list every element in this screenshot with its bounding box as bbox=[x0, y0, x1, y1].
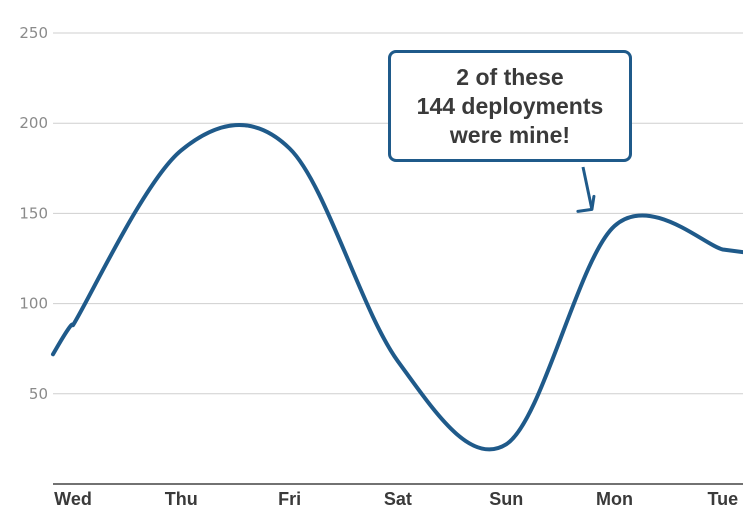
y-axis-ticks: 50 100 150 200 250 bbox=[19, 24, 48, 403]
annotation-text: 2 of these 144 deployments were mine! bbox=[417, 63, 604, 150]
callout-arrow bbox=[576, 166, 596, 213]
x-tick-label: Fri bbox=[278, 489, 301, 509]
y-tick-label: 250 bbox=[19, 24, 48, 42]
x-tick-label: Sun bbox=[489, 489, 523, 509]
annotation-line-3: were mine! bbox=[449, 121, 571, 148]
arrow-shaft bbox=[581, 166, 594, 210]
x-tick-label: Sat bbox=[384, 489, 412, 509]
y-tick-label: 150 bbox=[19, 204, 48, 222]
annotation-line-1: 2 of these bbox=[456, 63, 564, 90]
y-tick-label: 50 bbox=[29, 385, 48, 403]
x-tick-label: Mon bbox=[596, 489, 633, 509]
series-line bbox=[51, 123, 743, 452]
x-tick-label: Tue bbox=[707, 489, 738, 509]
x-axis-ticks: Wed Thu Fri Sat Sun Mon Tue bbox=[54, 489, 738, 509]
annotation-line-2: 144 deployments bbox=[416, 92, 604, 119]
series-layer bbox=[51, 123, 743, 452]
x-tick-label: Wed bbox=[54, 489, 92, 509]
annotation-callout: 2 of these 144 deployments were mine! bbox=[388, 50, 632, 162]
x-tick-label: Thu bbox=[165, 489, 198, 509]
y-tick-label: 100 bbox=[19, 295, 48, 313]
arrow-head bbox=[576, 194, 596, 213]
y-tick-label: 200 bbox=[19, 114, 48, 132]
